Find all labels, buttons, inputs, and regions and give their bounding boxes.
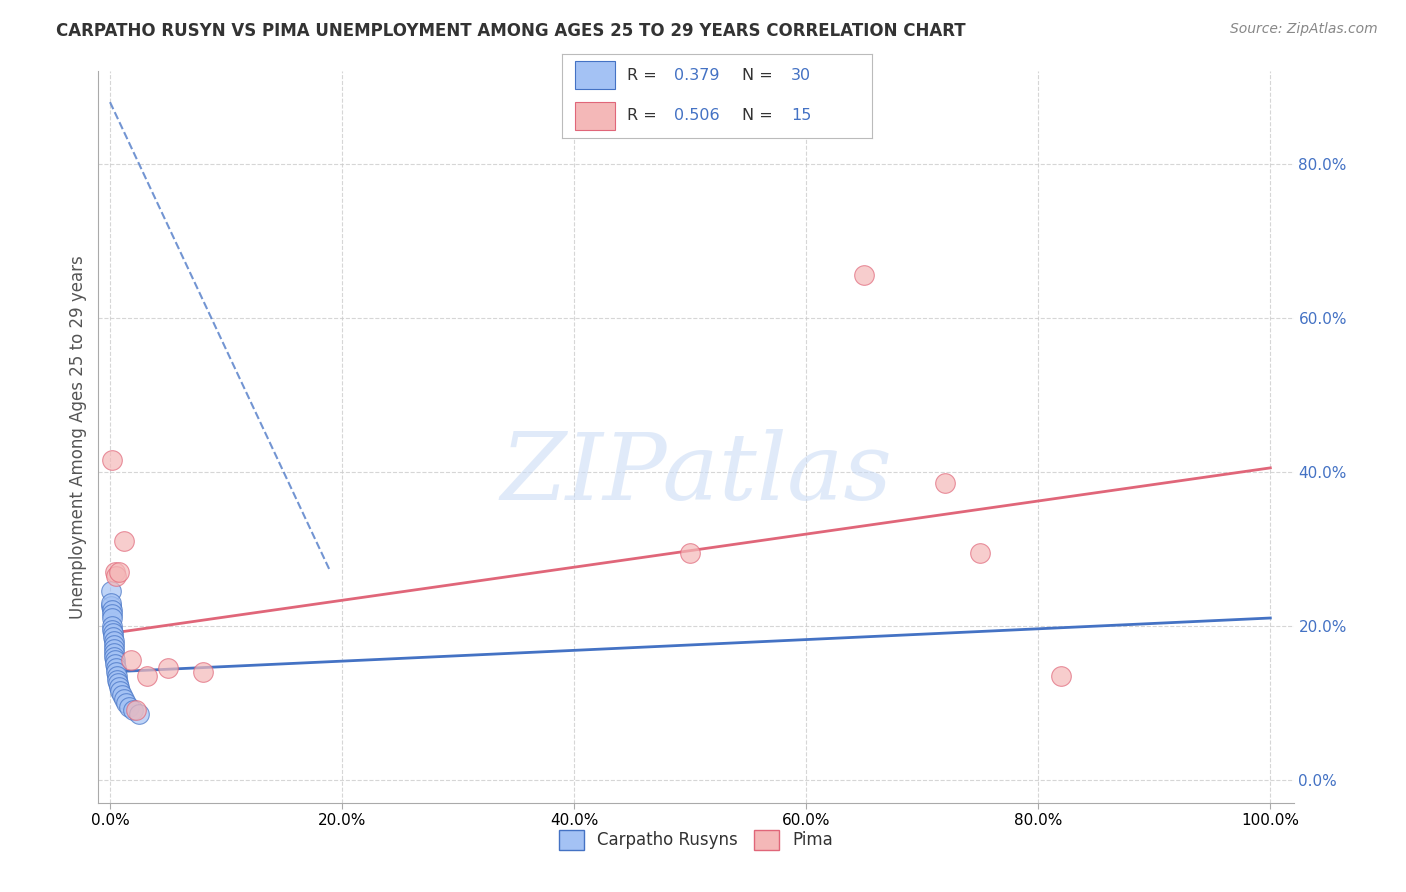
- Point: [104, 661, 127, 675]
- Point: [101, 630, 124, 644]
- Point: [104, 565, 127, 579]
- Point: [108, 565, 131, 579]
- Point: [104, 568, 127, 582]
- Point: [128, 707, 150, 722]
- FancyBboxPatch shape: [575, 62, 614, 89]
- Legend: Carpatho Rusyns, Pima: Carpatho Rusyns, Pima: [553, 823, 839, 856]
- Text: R =: R =: [627, 108, 662, 123]
- Point: [104, 653, 127, 667]
- Point: [1050, 669, 1073, 683]
- Point: [157, 661, 180, 675]
- Point: [103, 646, 125, 660]
- Text: Source: ZipAtlas.com: Source: ZipAtlas.com: [1230, 22, 1378, 37]
- Point: [191, 665, 214, 679]
- Point: [107, 676, 129, 690]
- Point: [853, 268, 876, 283]
- Point: [101, 611, 124, 625]
- Text: CARPATHO RUSYN VS PIMA UNEMPLOYMENT AMONG AGES 25 TO 29 YEARS CORRELATION CHART: CARPATHO RUSYN VS PIMA UNEMPLOYMENT AMON…: [56, 22, 966, 40]
- Point: [103, 634, 125, 648]
- Point: [112, 691, 135, 706]
- Point: [124, 703, 146, 717]
- Point: [100, 607, 122, 622]
- Point: [100, 599, 122, 614]
- Text: ZIPatlas: ZIPatlas: [501, 429, 891, 518]
- Point: [105, 669, 128, 683]
- Point: [110, 684, 132, 698]
- Point: [117, 699, 139, 714]
- Point: [104, 657, 127, 672]
- FancyBboxPatch shape: [575, 102, 614, 130]
- Point: [101, 618, 124, 632]
- Text: 15: 15: [792, 108, 811, 123]
- Point: [122, 703, 145, 717]
- Point: [101, 453, 124, 467]
- Text: 0.506: 0.506: [673, 108, 720, 123]
- Point: [115, 696, 138, 710]
- Point: [111, 688, 134, 702]
- Point: [100, 603, 122, 617]
- Point: [101, 623, 124, 637]
- Text: N =: N =: [742, 108, 778, 123]
- Text: N =: N =: [742, 68, 778, 83]
- Point: [108, 681, 131, 695]
- Point: [103, 649, 125, 664]
- Text: 0.379: 0.379: [673, 68, 720, 83]
- Point: [101, 626, 124, 640]
- Text: 30: 30: [792, 68, 811, 83]
- Point: [100, 584, 122, 599]
- Point: [103, 638, 125, 652]
- Point: [679, 545, 702, 559]
- Text: R =: R =: [627, 68, 662, 83]
- Point: [100, 596, 122, 610]
- Point: [934, 476, 956, 491]
- Point: [120, 653, 142, 667]
- Point: [103, 641, 125, 656]
- Point: [969, 545, 991, 559]
- Point: [112, 534, 135, 549]
- Point: [104, 665, 127, 679]
- Point: [105, 673, 128, 687]
- Y-axis label: Unemployment Among Ages 25 to 29 years: Unemployment Among Ages 25 to 29 years: [69, 255, 87, 619]
- Point: [136, 669, 159, 683]
